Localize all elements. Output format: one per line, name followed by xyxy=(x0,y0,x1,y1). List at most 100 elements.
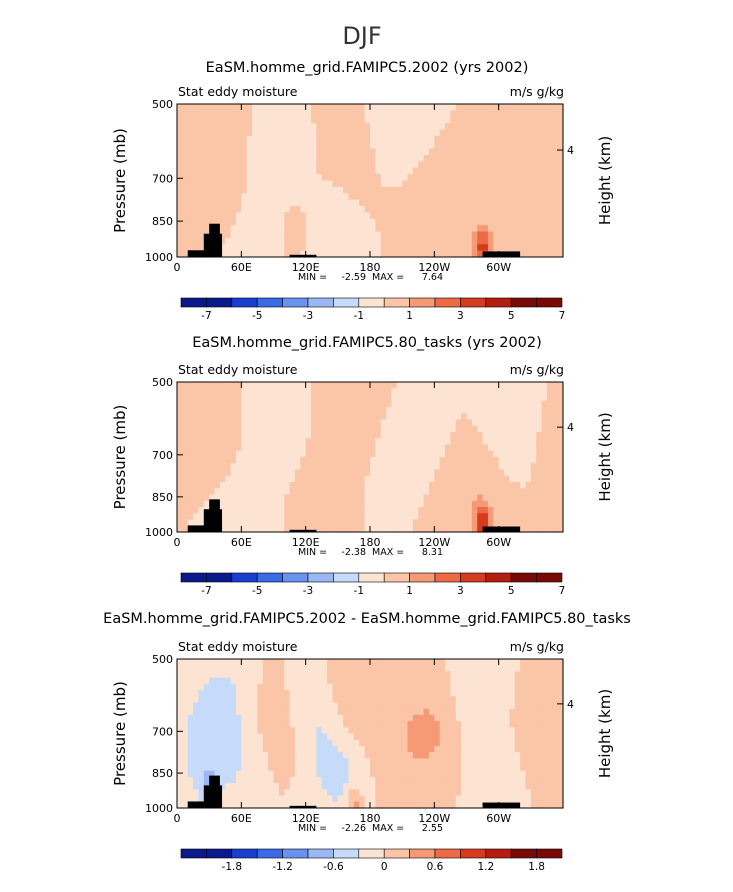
field-cell xyxy=(257,463,263,470)
colorbar-box xyxy=(511,573,536,582)
field-cell xyxy=(515,696,521,703)
field-cell xyxy=(542,715,548,722)
field-cell xyxy=(520,752,526,759)
field-cell xyxy=(182,501,188,508)
field-cell xyxy=(198,432,204,439)
field-cell xyxy=(520,407,526,414)
field-cell xyxy=(177,684,183,691)
field-cell xyxy=(241,495,247,502)
field-cell xyxy=(284,513,290,520)
field-cell xyxy=(509,238,515,245)
field-cell xyxy=(456,200,462,207)
field-cell xyxy=(290,110,296,117)
field-cell xyxy=(525,407,531,414)
field-cell xyxy=(381,110,387,117)
field-cell xyxy=(477,174,483,181)
field-cell xyxy=(499,212,505,219)
field-cell xyxy=(231,193,237,200)
field-cell xyxy=(547,734,553,741)
field-cell xyxy=(188,181,194,188)
field-cell xyxy=(375,413,381,420)
field-cell xyxy=(424,168,430,175)
field-cell xyxy=(220,187,226,194)
field-cell xyxy=(220,413,226,420)
field-cell xyxy=(504,507,510,514)
field-cell xyxy=(290,520,296,527)
field-cell xyxy=(402,684,408,691)
field-cell xyxy=(456,395,462,402)
field-cell xyxy=(268,219,274,226)
field-cell xyxy=(509,451,515,458)
field-cell xyxy=(488,225,494,232)
field-cell xyxy=(241,684,247,691)
field-cell xyxy=(429,232,435,239)
field-cell xyxy=(182,690,188,697)
field-cell xyxy=(386,206,392,213)
field-cell xyxy=(279,130,285,137)
field-cell xyxy=(209,665,215,672)
field-cell xyxy=(467,501,473,508)
field-cell xyxy=(290,721,296,728)
field-cell xyxy=(488,420,494,427)
field-cell xyxy=(413,193,419,200)
units-label: m/s g/kg xyxy=(510,362,564,377)
field-cell xyxy=(247,149,253,156)
field-cell xyxy=(370,765,376,772)
field-cell xyxy=(381,117,387,124)
field-cell xyxy=(413,432,419,439)
field-cell xyxy=(247,740,253,747)
field-cell xyxy=(445,123,451,130)
field-cell xyxy=(241,765,247,772)
field-cell xyxy=(295,501,301,508)
field-cell xyxy=(193,232,199,239)
field-cell xyxy=(322,426,328,433)
field-cell xyxy=(177,244,183,251)
field-cell xyxy=(542,507,548,514)
field-cell xyxy=(204,678,210,685)
field-cell xyxy=(520,659,526,666)
field-cell xyxy=(365,206,371,213)
field-cell xyxy=(547,117,553,124)
field-cell xyxy=(295,451,301,458)
field-cell xyxy=(386,187,392,194)
field-cell xyxy=(429,130,435,137)
field-cell xyxy=(257,420,263,427)
field-cell xyxy=(349,161,355,168)
field-cell xyxy=(499,420,505,427)
field-cell xyxy=(257,659,263,666)
field-cell xyxy=(391,690,397,697)
field-cell xyxy=(349,659,355,666)
field-cell xyxy=(408,659,414,666)
field-cell xyxy=(483,445,489,452)
field-cell xyxy=(220,777,226,784)
field-cell xyxy=(536,665,542,672)
field-cell xyxy=(300,420,306,427)
field-cell xyxy=(316,495,322,502)
field-cell xyxy=(284,758,290,765)
field-cell xyxy=(300,388,306,395)
field-cell xyxy=(542,174,548,181)
field-cell xyxy=(182,678,188,685)
field-cell xyxy=(215,709,221,716)
field-cell xyxy=(311,665,317,672)
field-cell xyxy=(263,212,269,219)
field-cell xyxy=(547,495,553,502)
field-cell xyxy=(295,395,301,402)
field-cell xyxy=(375,438,381,445)
field-cell xyxy=(316,470,322,477)
field-cell xyxy=(456,457,462,464)
field-cell xyxy=(338,212,344,219)
field-cell xyxy=(472,758,478,765)
field-cell xyxy=(483,463,489,470)
field-cell xyxy=(215,117,221,124)
field-cell xyxy=(306,438,312,445)
field-cell xyxy=(429,438,435,445)
field-cell xyxy=(182,734,188,741)
field-cell xyxy=(418,721,424,728)
field-cell xyxy=(504,513,510,520)
field-cell xyxy=(231,142,237,149)
field-cell xyxy=(525,696,531,703)
field-cell xyxy=(375,244,381,251)
field-cell xyxy=(295,193,301,200)
field-cell xyxy=(381,727,387,734)
